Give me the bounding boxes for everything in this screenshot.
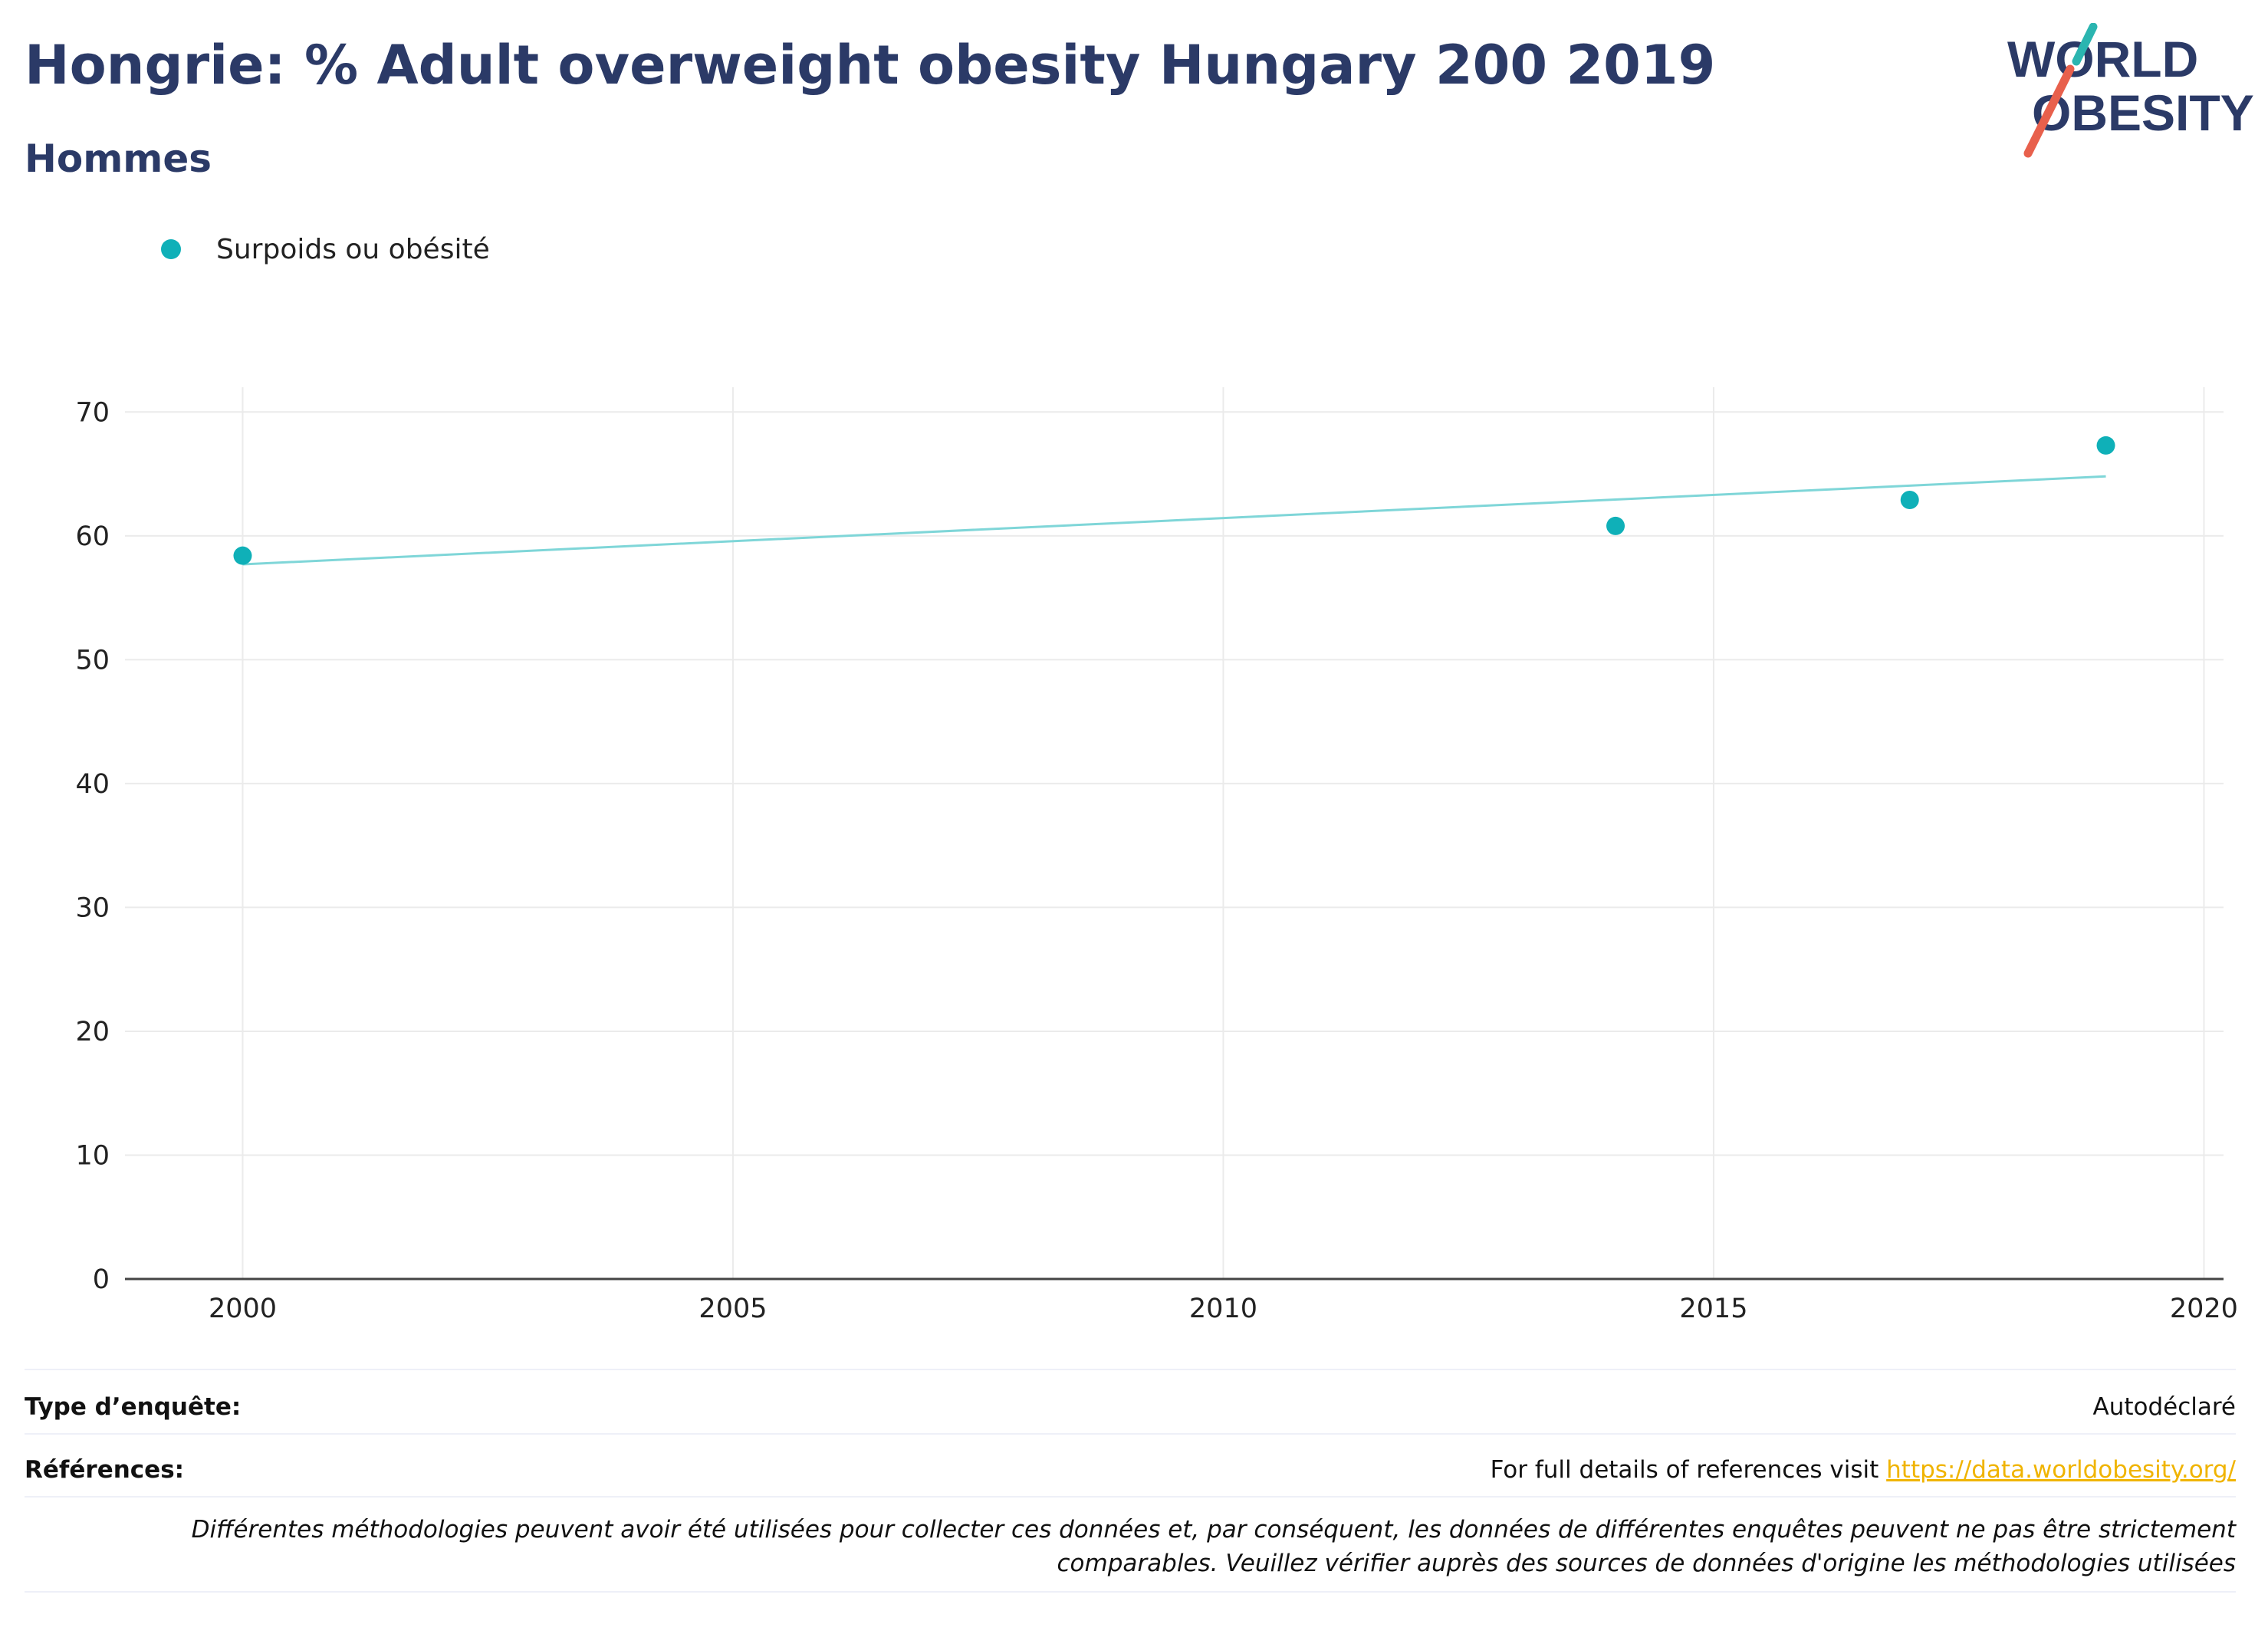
x-tick-label: 2005 (698, 1294, 767, 1319)
divider (25, 1496, 2236, 1498)
x-tick-label: 2000 (209, 1294, 277, 1319)
scatter-chart: 0 10 20 30 40 50 60 70 2000 2005 2010 2015 2020 (75, 387, 2238, 1319)
y-tick-label: 30 (75, 893, 110, 923)
y-tick-label: 20 (75, 1017, 110, 1047)
survey-type-label: Type d’enquête: (25, 1393, 242, 1421)
chart-subtitle: Hommes (25, 136, 212, 181)
references-label: Références: (25, 1456, 185, 1484)
references-text: For full details of references visit (1490, 1456, 1887, 1484)
data-point (2096, 436, 2115, 455)
legend[interactable]: Surpoids ou obésité (161, 230, 490, 268)
divider (25, 1433, 2236, 1435)
references-value: For full details of references visit htt… (1491, 1456, 2236, 1484)
chart-title: Hongrie: % Adult overweight obesity Hung… (25, 34, 1716, 97)
x-tick-label: 2020 (2170, 1294, 2238, 1319)
divider (25, 1591, 2236, 1593)
divider (25, 1369, 2236, 1370)
y-tick-label: 10 (75, 1140, 110, 1171)
legend-label: Surpoids ou obésité (216, 233, 490, 265)
data-point (1900, 490, 1919, 509)
y-tick-label: 60 (75, 521, 110, 552)
y-tick-label: 50 (75, 645, 110, 676)
trend-line (242, 475, 2106, 566)
trend-line-group (242, 475, 2106, 566)
x-tick-label: 2010 (1189, 1294, 1257, 1319)
world-obesity-logo: WORLD OBESITY (2007, 23, 2254, 158)
references-link[interactable]: https://data.worldobesity.org/ (1886, 1456, 2236, 1484)
data-points-group (233, 436, 2115, 565)
chart-axes: 0 10 20 30 40 50 60 70 2000 2005 2010 2015 2020 (75, 397, 2238, 1319)
footer: Type d’enquête: Autodéclaré Références: … (25, 1369, 2236, 1599)
logo-line1: WORLD (2007, 31, 2198, 87)
x-tick-label: 2015 (1679, 1294, 1747, 1319)
data-point (233, 546, 252, 565)
chart-grid (125, 387, 2224, 1279)
y-tick-label: 40 (75, 769, 110, 800)
logo-line2: OBESITY (2032, 84, 2254, 141)
survey-type-value: Autodéclaré (2092, 1393, 2236, 1421)
y-tick-label: 70 (75, 397, 110, 428)
legend-marker-icon (161, 239, 181, 259)
data-point (1606, 516, 1625, 535)
y-tick-label: 0 (93, 1264, 110, 1295)
logo-slash-red (2023, 64, 2075, 158)
references-row: Références: For full details of referenc… (25, 1455, 2236, 1485)
methodology-note: Différentes méthodologies peuvent avoir … (191, 1516, 2236, 1577)
survey-type-row: Type d’enquête: Autodéclaré (25, 1392, 2236, 1422)
logo-slash-teal (2072, 23, 2098, 66)
